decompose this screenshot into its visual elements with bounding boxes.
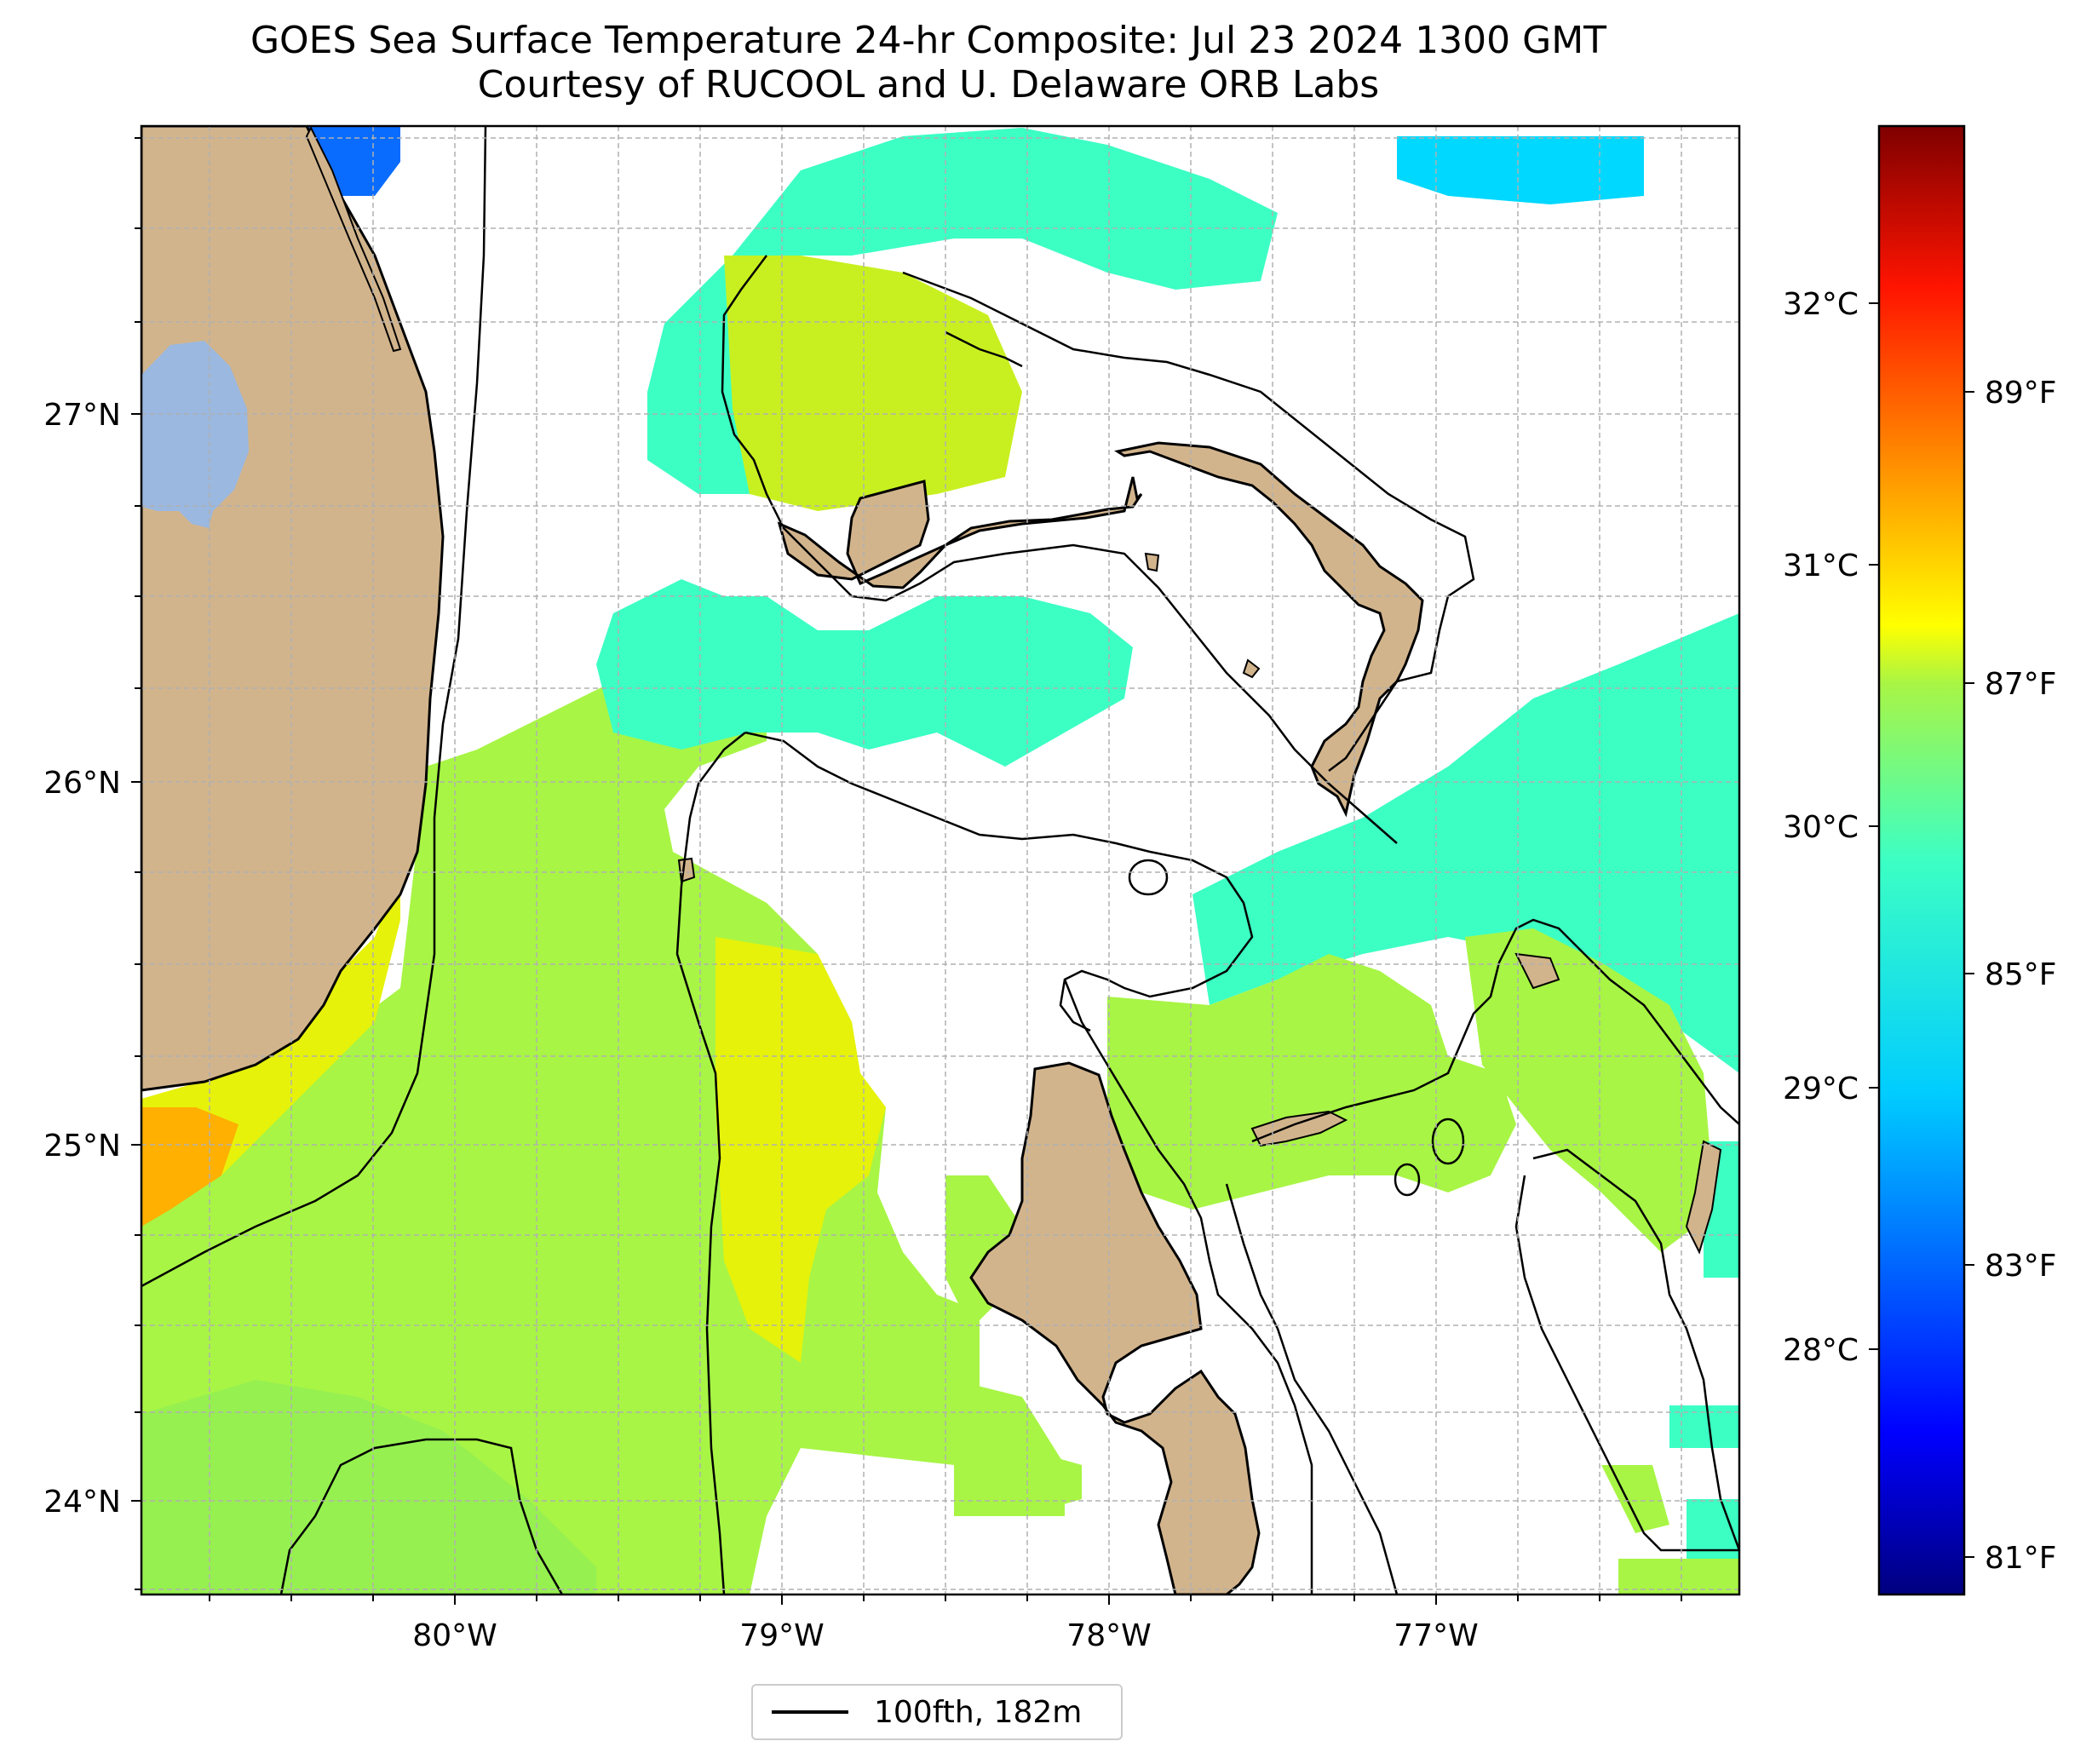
legend-line-swatch	[772, 1710, 848, 1714]
lon-tick-label: 79°W	[739, 1618, 824, 1653]
longitude-axis	[209, 1594, 1682, 1605]
depth-contours	[141, 126, 1739, 1594]
title-block: GOES Sea Surface Temperature 24-hr Compo…	[0, 19, 1857, 107]
florida-barrier-island	[305, 126, 402, 353]
eleuthera-land	[1685, 1140, 1722, 1255]
lon-tick-label: 78°W	[1066, 1618, 1151, 1653]
colorbar-celsius-label: 28°C	[1783, 1333, 1859, 1368]
lon-tick-label: 80°W	[412, 1618, 497, 1653]
bimini-land	[677, 857, 696, 883]
colorbar-ticks	[1869, 302, 1974, 1558]
colorbar-celsius-label: 30°C	[1783, 810, 1859, 845]
small-island	[1144, 552, 1160, 572]
colorbar-fahrenheit-label: 83°F	[1985, 1249, 2057, 1284]
colorbar	[1877, 124, 1966, 1596]
small-island	[1242, 658, 1261, 679]
lake-okeechobee	[141, 341, 249, 528]
lat-tick-label: 25°N	[43, 1129, 121, 1164]
lon-tick-label: 77°W	[1394, 1618, 1478, 1653]
colorbar-fahrenheit-label: 81°F	[1985, 1541, 2057, 1576]
lat-tick-label: 27°N	[43, 398, 121, 433]
colorbar-celsius-label: 32°C	[1783, 287, 1859, 322]
colorbar-fahrenheit-label: 89°F	[1985, 376, 2057, 411]
colorbar-fahrenheit-label: 87°F	[1985, 667, 2057, 702]
legend-label: 100fth, 182m	[874, 1694, 1083, 1730]
latitude-axis	[131, 137, 141, 1590]
colorbar-celsius-label: 31°C	[1783, 549, 1859, 583]
map-subtitle: Courtesy of RUCOOL and U. Delaware ORB L…	[477, 63, 1380, 106]
eleuthera-land	[1514, 952, 1560, 990]
lat-tick-label: 26°N	[43, 766, 121, 801]
legend: 100fth, 182m	[751, 1684, 1123, 1740]
gridlines	[141, 126, 1739, 1594]
colorbar-fahrenheit-label: 85°F	[1985, 957, 2057, 992]
colorbar-celsius-label: 29°C	[1783, 1072, 1859, 1106]
andros-land	[969, 1061, 1261, 1594]
grand-bahama-land	[777, 476, 1143, 589]
lat-tick-label: 24°N	[43, 1485, 121, 1520]
map-area	[141, 126, 1739, 1594]
map-frame	[140, 124, 1741, 1596]
eleuthera-land	[1250, 1110, 1348, 1147]
map-title: GOES Sea Surface Temperature 24-hr Compo…	[250, 19, 1607, 62]
